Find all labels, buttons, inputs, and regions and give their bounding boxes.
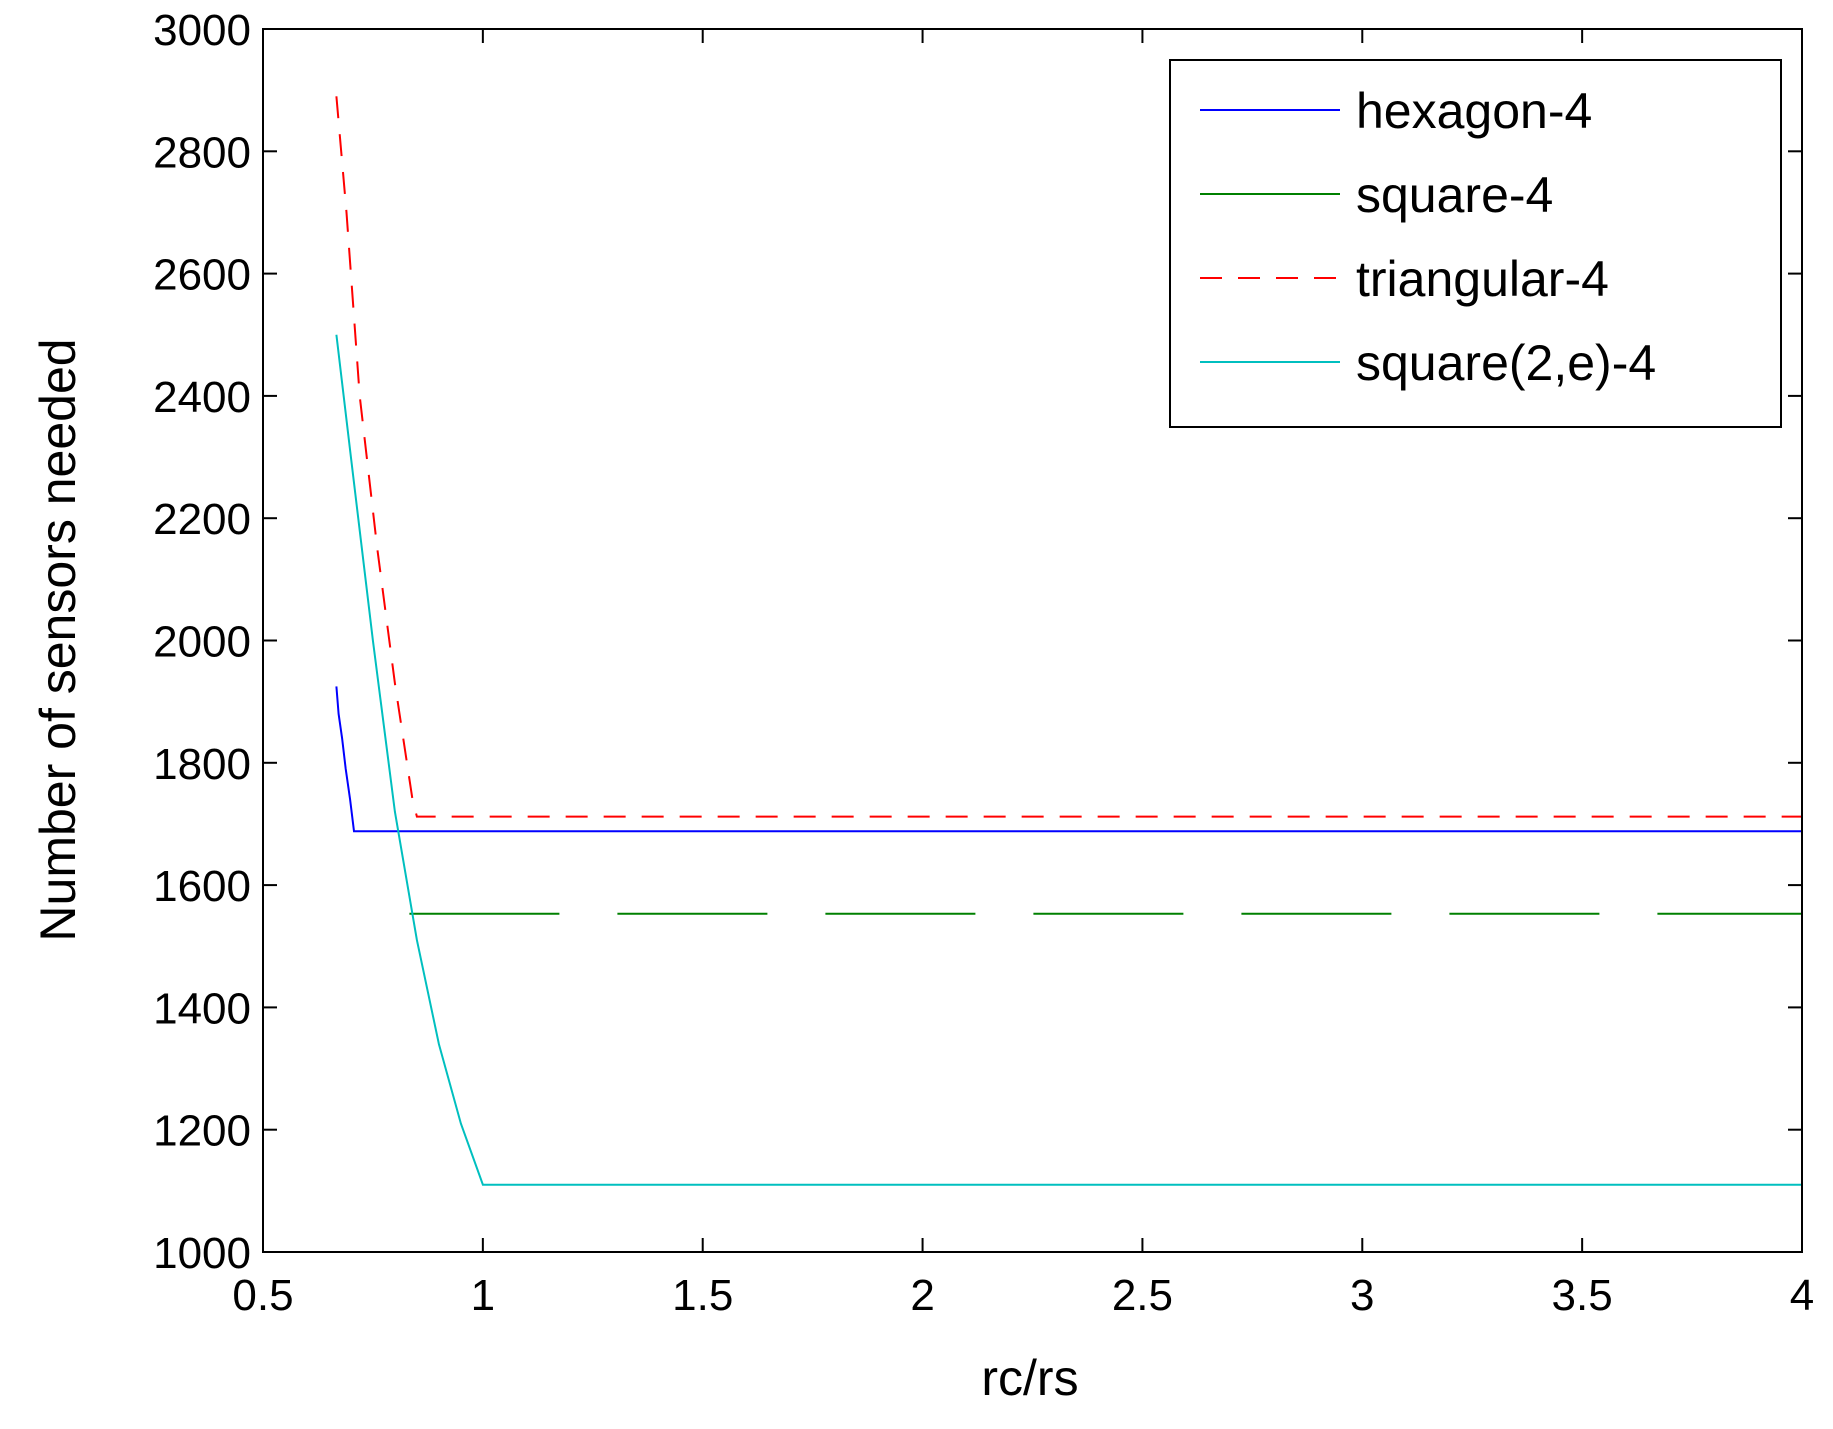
tick-layer: 0.5 1 1.5 2 2.5 3 3.5 4 1000 1200 1400 1600 1800 2000… [153, 6, 1814, 1320]
y-tick-label: 2200 [153, 495, 251, 544]
x-tick-label: 2 [910, 1271, 934, 1320]
legend-label: hexagon-4 [1356, 83, 1592, 139]
y-tick-label: 1400 [153, 984, 251, 1033]
x-tick-label: 3 [1350, 1271, 1374, 1320]
y-tick-label: 1000 [153, 1229, 251, 1278]
x-tick-label: 4 [1790, 1271, 1814, 1320]
y-tick-label: 2600 [153, 251, 251, 300]
x-tick-label: 0.5 [232, 1271, 293, 1320]
legend: hexagon-4 square-4 triangular-4 square(2,e)… [1169, 59, 1782, 428]
legend-label: triangular-4 [1356, 251, 1609, 307]
series-line-0 [335, 686, 1802, 833]
legend-label: square-4 [1356, 167, 1553, 223]
x-tick-label: 1 [471, 1271, 495, 1320]
x-axis-label: rc/rs [981, 1350, 1078, 1406]
y-tick-label: 1800 [153, 740, 251, 789]
series-layer [335, 96, 1802, 1186]
y-axis-label: Number of sensors needed [30, 338, 86, 941]
legend-label: square(2,e)-4 [1356, 335, 1656, 391]
legend-box [1169, 59, 1782, 428]
y-tick-label: 3000 [153, 6, 251, 55]
x-tick-label: 3.5 [1552, 1271, 1613, 1320]
x-tick-label: 2.5 [1112, 1271, 1173, 1320]
y-tick-label: 1200 [153, 1107, 251, 1156]
y-tick-label: 1600 [153, 862, 251, 911]
y-tick-label: 2400 [153, 373, 251, 422]
series-line-2 [335, 96, 1802, 818]
y-tick-label: 2000 [153, 618, 251, 667]
y-tick-label: 2800 [153, 128, 251, 177]
x-tick-label: 1.5 [672, 1271, 733, 1320]
series-line-3 [335, 334, 1802, 1186]
